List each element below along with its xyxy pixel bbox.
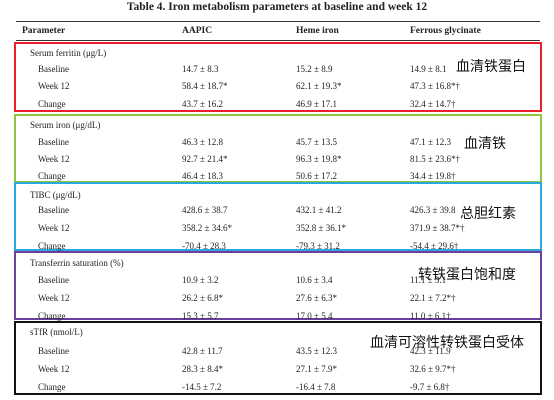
table-cell: 26.2 ± 6.8* — [182, 293, 223, 303]
table-cell: 10.6 ± 3.4 — [296, 275, 333, 285]
table-cell: 47.1 ± 12.3 — [410, 137, 451, 147]
table-cell: 358.2 ± 34.6* — [182, 223, 232, 233]
section-annotation: 转铁蛋白饱和度 — [418, 267, 516, 283]
table-cell: 46.3 ± 12.8 — [182, 137, 223, 147]
row-label-week-12: Week 12 — [38, 154, 70, 164]
table-cell: 428.6 ± 38.7 — [182, 205, 228, 215]
row-label-change: Change — [38, 99, 66, 109]
table-cell: 14.9 ± 8.1 — [410, 64, 447, 74]
table-cell: 34.4 ± 19.8† — [410, 171, 456, 181]
table-cell: 432.1 ± 41.2 — [296, 205, 342, 215]
table-cell: 27.1 ± 7.9* — [296, 364, 337, 374]
table-cell: -54.4 ± 29.6† — [410, 241, 459, 251]
row-label-baseline: Baseline — [38, 64, 69, 74]
header-parameter: Parameter — [22, 26, 66, 36]
row-label-baseline: Baseline — [38, 346, 69, 356]
table-cell: 17.0 ± 5.4 — [296, 311, 333, 321]
section-parameter: sTfR (nmol/L) — [30, 327, 83, 337]
table-cell: 32.4 ± 14.7† — [410, 99, 456, 109]
header-aapic: AAPIC — [182, 26, 213, 36]
table-cell: 11.0 ± 6.1† — [410, 311, 451, 321]
row-label-change: Change — [38, 311, 66, 321]
table-cell: 11.1 ± 3.1 — [410, 275, 447, 285]
row-label-week-12: Week 12 — [38, 364, 70, 374]
table-cell: 371.9 ± 38.7*† — [410, 223, 465, 233]
table-cell: 92.7 ± 21.4* — [182, 154, 228, 164]
row-label-baseline: Baseline — [38, 205, 69, 215]
table-cell: 46.9 ± 17.1 — [296, 99, 337, 109]
table-cell: -14.5 ± 7.2 — [182, 382, 222, 392]
table-cell: 81.5 ± 23.6*† — [410, 154, 460, 164]
section-annotation: 血清铁 — [464, 136, 506, 152]
table-cell: 42.3 ± 11.9 — [410, 346, 451, 356]
table-cell: 22.1 ± 7.2*† — [410, 293, 456, 303]
table-cell: 50.6 ± 17.2 — [296, 171, 337, 181]
table-cell: 27.6 ± 6.3* — [296, 293, 337, 303]
table-cell: 10.9 ± 3.2 — [182, 275, 219, 285]
table-title: Table 4. Iron metabolism parameters at b… — [126, 1, 428, 13]
section-annotation: 血清可溶性转铁蛋白受体 — [370, 335, 524, 351]
table-cell: 32.6 ± 9.7*† — [410, 364, 456, 374]
section-parameter: Serum iron (μg/dL) — [30, 120, 101, 130]
header-top-rule — [16, 21, 540, 22]
table-cell: 47.3 ± 16.8*† — [410, 81, 460, 91]
table-cell: 43.7 ± 16.2 — [182, 99, 223, 109]
section-highlight-box — [14, 182, 542, 251]
table-cell: 42.8 ± 11.7 — [182, 346, 223, 356]
header-bottom-rule — [16, 40, 540, 41]
section-highlight-box — [14, 321, 542, 395]
section-parameter: Serum ferritin (μg/L) — [30, 48, 107, 58]
row-label-week-12: Week 12 — [38, 81, 70, 91]
row-label-change: Change — [38, 241, 66, 251]
section-parameter: Transferrin saturation (%) — [30, 258, 124, 268]
table-cell: 62.1 ± 19.3* — [296, 81, 342, 91]
section-highlight-box — [14, 42, 542, 112]
section-parameter: TIBC (μg/dL) — [30, 190, 81, 200]
table-cell: 15.3 ± 5.7 — [182, 311, 219, 321]
header-heme-iron: Heme iron — [296, 26, 339, 36]
table-cell: -9.7 ± 6.8† — [410, 382, 450, 392]
section-highlight-box — [14, 251, 542, 320]
header-ferrous-glycinate: Ferrous glycinate — [410, 26, 481, 36]
table-cell: 15.2 ± 8.9 — [296, 64, 333, 74]
row-label-change: Change — [38, 171, 66, 181]
table-cell: 46.4 ± 18.3 — [182, 171, 223, 181]
table-cell: 14.7 ± 8.3 — [182, 64, 219, 74]
table-cell: 426.3 ± 39.8 — [410, 205, 456, 215]
section-annotation: 总胆红素 — [460, 206, 516, 222]
table-cell: 352.8 ± 36.1* — [296, 223, 346, 233]
row-label-baseline: Baseline — [38, 137, 69, 147]
table-cell: -79.3 ± 31.2 — [296, 241, 340, 251]
table-cell: -70.4 ± 28.3 — [182, 241, 226, 251]
table-cell: 28.3 ± 8.4* — [182, 364, 223, 374]
row-label-baseline: Baseline — [38, 275, 69, 285]
section-annotation: 血清铁蛋白 — [456, 59, 526, 75]
row-label-week-12: Week 12 — [38, 223, 70, 233]
row-label-change: Change — [38, 382, 66, 392]
table-cell: 58.4 ± 18.7* — [182, 81, 228, 91]
table-cell: 43.5 ± 12.3 — [296, 346, 337, 356]
table-cell: 45.7 ± 13.5 — [296, 137, 337, 147]
row-label-week-12: Week 12 — [38, 293, 70, 303]
table-cell: -16.4 ± 7.8 — [296, 382, 336, 392]
table-cell: 96.3 ± 19.8* — [296, 154, 342, 164]
